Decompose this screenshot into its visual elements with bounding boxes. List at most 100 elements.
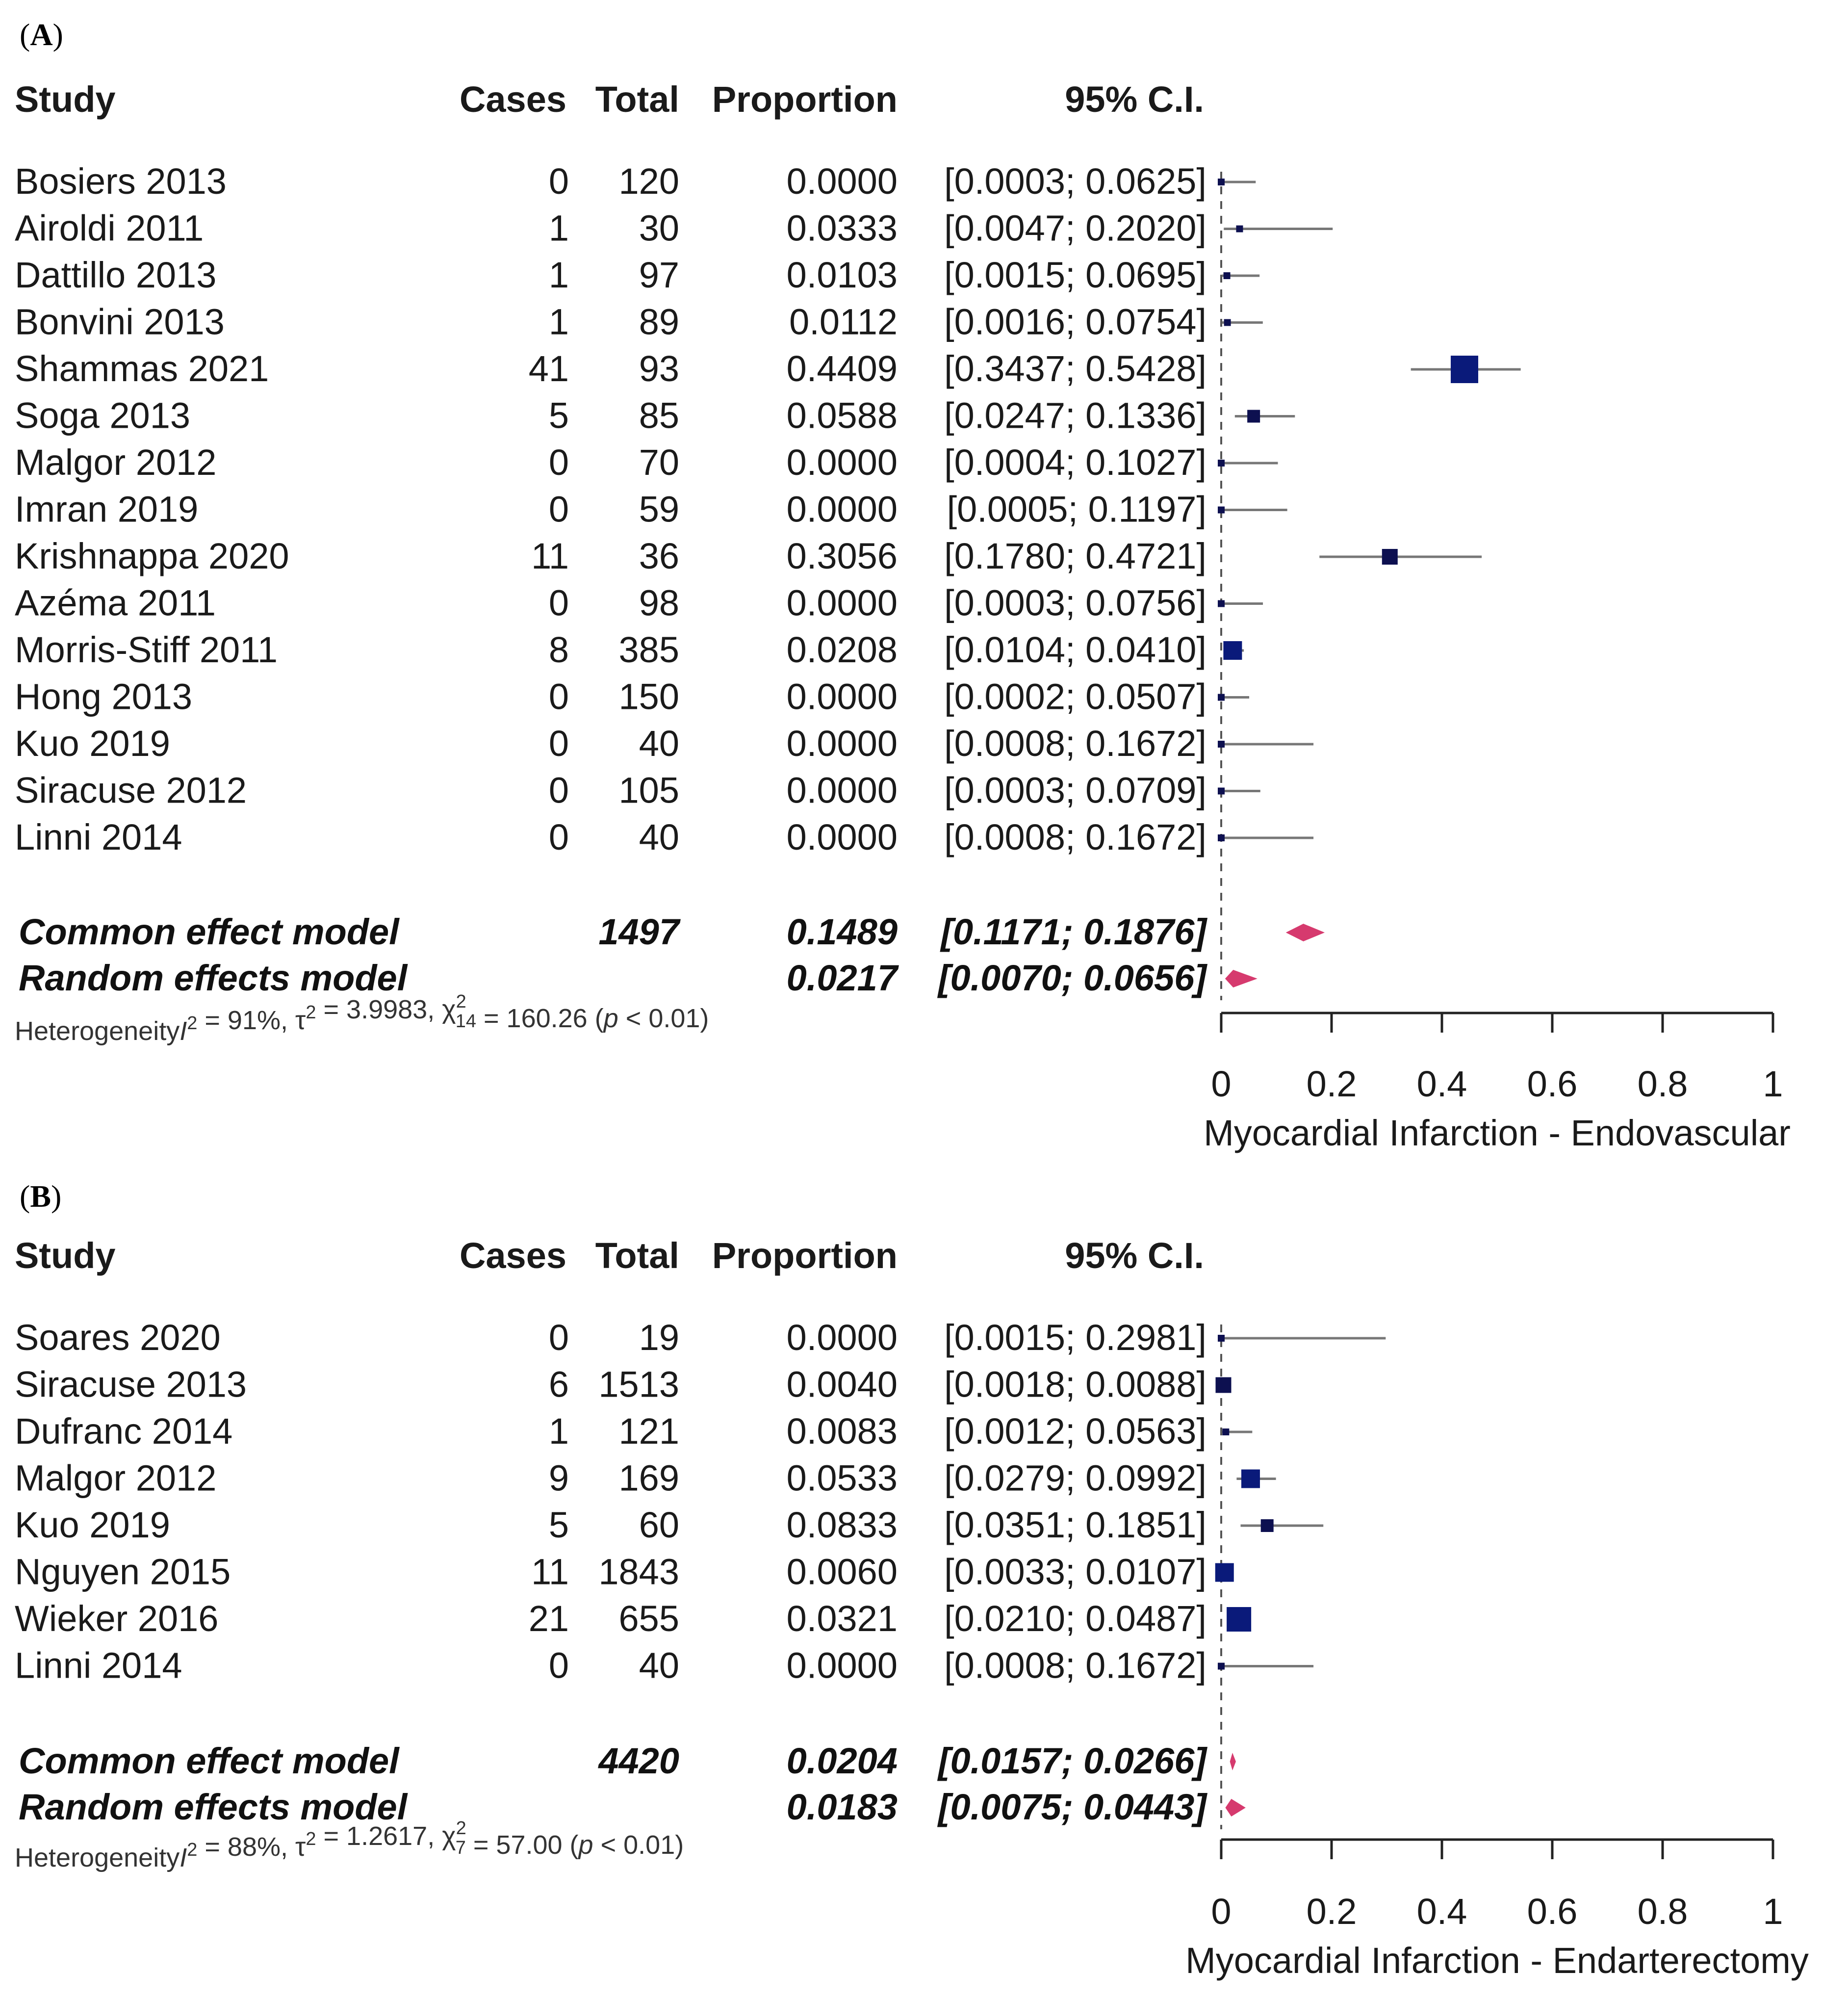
ci-value: [0.0015; 0.2981] xyxy=(944,1317,1206,1358)
cases-value: 0 xyxy=(549,583,569,623)
cases-value: 0 xyxy=(549,676,569,717)
total-value: 97 xyxy=(639,255,679,295)
study-name: Dattillo 2013 xyxy=(15,255,216,295)
cases-value: 0 xyxy=(549,489,569,530)
cases-value: 11 xyxy=(531,1552,569,1592)
table-row: Krishnappa 2020 11 36 0.3056 [0.1780; 0.4721… xyxy=(15,536,1482,576)
cases-value: 1 xyxy=(549,255,569,295)
cases-value: 1 xyxy=(549,208,569,249)
study-box xyxy=(1218,1335,1225,1342)
study-name: Morris-Stiff 2011 xyxy=(15,629,278,670)
total-value: 98 xyxy=(639,583,679,623)
total-value: 19 xyxy=(639,1317,679,1358)
total-value: 121 xyxy=(619,1411,679,1452)
x-tick-label: 1 xyxy=(1763,1064,1783,1104)
table-row: Linni 2014 0 40 0.0000 [0.0008; 0.1672] xyxy=(15,1645,1314,1686)
x-tick-label: 0.6 xyxy=(1527,1891,1578,1932)
table-row: Kuo 2019 5 60 0.0833 [0.0351; 0.1851] xyxy=(15,1505,1324,1545)
table-row: Dufranc 2014 1 121 0.0083 [0.0012; 0.0563] xyxy=(15,1411,1253,1452)
study-name: Airoldi 2011 xyxy=(15,208,204,249)
proportion-value: 0.0000 xyxy=(787,489,898,530)
study-name: Malgor 2012 xyxy=(15,1458,216,1499)
study-box xyxy=(1218,741,1225,748)
model-proportion: 0.0217 xyxy=(787,958,899,998)
heterogeneity-text: HeterogeneityI2 = 91%, τ2 = 3.9983, χ2 14… xyxy=(15,991,709,1046)
header-cases: Cases xyxy=(460,1235,566,1276)
study-box xyxy=(1218,1662,1225,1670)
table-row: Soares 2020 0 19 0.0000 [0.0015; 0.2981] xyxy=(15,1317,1386,1358)
model-label: Random effects model xyxy=(19,1787,408,1827)
study-name: Soga 2013 xyxy=(15,395,190,436)
table-row: Malgor 2012 0 70 0.0000 [0.0004; 0.1027] xyxy=(15,442,1278,483)
cases-value: 41 xyxy=(529,348,569,389)
study-box xyxy=(1222,1428,1230,1435)
study-name: Wieker 2016 xyxy=(15,1598,218,1639)
total-value: 120 xyxy=(619,161,679,202)
study-name: Shammas 2021 xyxy=(15,348,269,389)
x-tick-label: 0.8 xyxy=(1638,1064,1688,1104)
model-diamond xyxy=(1230,1753,1236,1770)
ci-value: [0.0003; 0.0709] xyxy=(944,770,1206,811)
heterogeneity-text: HeterogeneityI2 = 88%, τ2 = 1.2617, χ2 7 … xyxy=(15,1818,684,1872)
x-tick-label: 0.6 xyxy=(1527,1064,1578,1104)
proportion-value: 0.0083 xyxy=(787,1411,898,1452)
panel-label: (A) xyxy=(20,17,63,52)
panel-b: (B) Study Cases Total Proportion 95% C.I. Soar… xyxy=(15,1179,1809,1981)
cases-value: 0 xyxy=(549,723,569,764)
study-box xyxy=(1218,694,1225,701)
panel-a: (A) Study Cases Total Proportion 95% C.I. Bosi… xyxy=(15,17,1791,1153)
proportion-value: 0.0833 xyxy=(787,1505,898,1545)
ci-value: [0.3437; 0.5428] xyxy=(944,348,1206,389)
total-value: 70 xyxy=(639,442,679,483)
study-box xyxy=(1218,787,1225,795)
panel-label: (B) xyxy=(20,1179,61,1214)
study-name: Soares 2020 xyxy=(15,1317,221,1358)
study-box xyxy=(1215,1563,1234,1582)
cases-value: 0 xyxy=(549,817,569,857)
model-row: Random effects model 0.0217 [0.0070; 0.065… xyxy=(19,958,1258,998)
x-tick-label: 0 xyxy=(1211,1064,1231,1104)
ci-value: [0.0351; 0.1851] xyxy=(944,1505,1206,1545)
cases-value: 9 xyxy=(549,1458,569,1499)
ci-value: [0.0002; 0.0507] xyxy=(944,676,1206,717)
model-row: Random effects model 0.0183 [0.0075; 0.044… xyxy=(19,1787,1246,1827)
study-name: Kuo 2019 xyxy=(15,723,170,764)
total-value: 36 xyxy=(639,536,679,576)
x-tick-label: 0 xyxy=(1211,1891,1231,1932)
table-row: Linni 2014 0 40 0.0000 [0.0008; 0.1672] xyxy=(15,817,1314,857)
header-cases: Cases xyxy=(460,79,566,120)
proportion-value: 0.0040 xyxy=(787,1364,898,1405)
x-tick-label: 0.8 xyxy=(1638,1891,1688,1932)
ci-value: [0.0008; 0.1672] xyxy=(944,723,1206,764)
x-tick-label: 0.4 xyxy=(1417,1064,1467,1104)
study-name: Bosiers 2013 xyxy=(15,161,227,202)
model-ci: [0.0157; 0.0266] xyxy=(937,1740,1208,1781)
study-name: Azéma 2011 xyxy=(15,583,216,623)
model-ci: [0.0070; 0.0656] xyxy=(937,958,1208,998)
total-value: 30 xyxy=(639,208,679,249)
study-box xyxy=(1260,1519,1274,1532)
ci-value: [0.0047; 0.2020] xyxy=(944,208,1206,249)
ci-value: [0.0247; 0.1336] xyxy=(944,395,1206,436)
proportion-value: 0.0000 xyxy=(787,442,898,483)
proportion-value: 0.0060 xyxy=(787,1552,898,1592)
proportion-value: 0.4409 xyxy=(787,348,898,389)
model-diamond xyxy=(1225,1799,1246,1817)
proportion-value: 0.0000 xyxy=(787,817,898,857)
proportion-value: 0.0333 xyxy=(787,208,898,249)
ci-value: [0.0018; 0.0088] xyxy=(944,1364,1206,1405)
proportion-value: 0.0000 xyxy=(787,723,898,764)
total-value: 105 xyxy=(619,770,679,811)
cases-value: 0 xyxy=(549,161,569,202)
model-total: 1497 xyxy=(598,911,681,952)
study-name: Hong 2013 xyxy=(15,676,192,717)
study-box xyxy=(1223,641,1242,660)
model-proportion: 0.0183 xyxy=(787,1787,898,1827)
study-box xyxy=(1218,179,1225,185)
study-box xyxy=(1247,410,1260,423)
model-row: Common effect model 4420 0.0204 [0.0157; 0.… xyxy=(19,1740,1236,1781)
table-row: Bonvini 2013 1 89 0.0112 [0.0016; 0.0754] xyxy=(15,302,1263,342)
cases-value: 1 xyxy=(549,1411,569,1452)
